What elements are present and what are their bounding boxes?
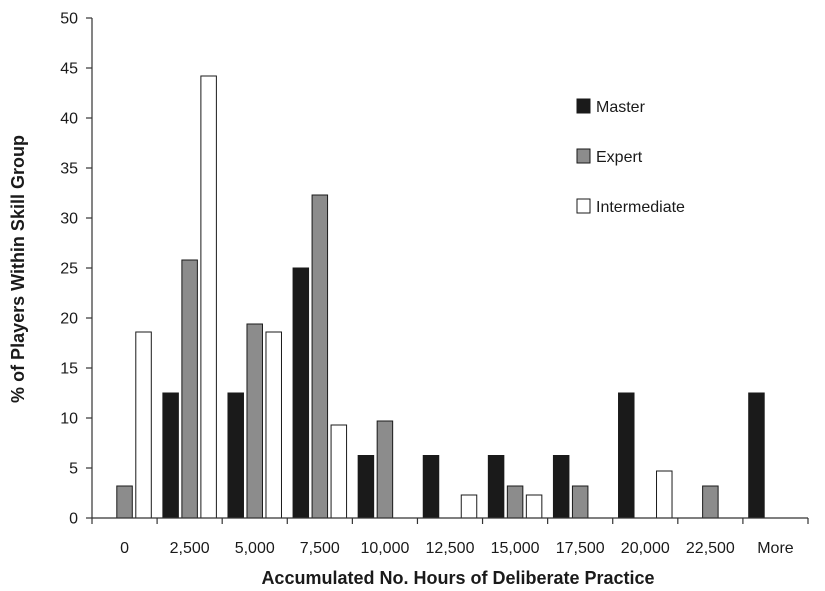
y-tick-label: 0 [69, 511, 78, 528]
bar-master-7 [552, 455, 570, 519]
x-tick-label: More [757, 540, 794, 557]
x-tick-label: 2,500 [170, 540, 210, 557]
y-tick-label: 40 [60, 111, 78, 128]
x-tick-label: 22,500 [686, 540, 735, 557]
bar-intermediate-8 [656, 470, 673, 519]
x-tick-label: 20,000 [621, 540, 670, 557]
y-tick-label: 15 [60, 361, 78, 378]
bar-expert-6 [506, 485, 524, 519]
y-tick-label: 35 [60, 161, 78, 178]
legend-label-master: Master [596, 99, 646, 116]
bar-master-1 [162, 392, 179, 519]
y-axis-title: % of Players Within Skill Group [8, 135, 28, 403]
bar-master-8 [618, 392, 635, 519]
bar-intermediate-3 [330, 424, 348, 519]
y-ticks: 0 5 10 15 20 25 30 35 40 45 50 [60, 11, 92, 528]
x-tick-label: 0 [120, 540, 129, 557]
bar-intermediate-0 [135, 331, 152, 519]
bar-expert-0 [116, 485, 133, 519]
bar-intermediate-5 [460, 494, 478, 519]
y-tick-label: 10 [60, 411, 78, 428]
x-tick-label: 5,000 [235, 540, 275, 557]
bar-master-2 [227, 392, 244, 519]
legend-swatch-intermediate [576, 198, 591, 214]
x-axis-title: Accumulated No. Hours of Deliberate Prac… [261, 568, 654, 588]
legend-label-expert: Expert [596, 149, 643, 166]
bar-intermediate-2 [265, 331, 282, 519]
x-tick-label: 7,500 [300, 540, 340, 557]
legend: Master Expert Intermediate [576, 98, 685, 216]
y-tick-label: 50 [60, 11, 78, 28]
y-tick-label: 5 [69, 461, 78, 478]
y-tick-label: 45 [60, 61, 78, 78]
legend-swatch-expert [576, 148, 591, 164]
x-tick-label: 15,000 [491, 540, 540, 557]
bar-master-5 [422, 455, 440, 519]
legend-label-intermediate: Intermediate [596, 199, 685, 216]
bar-intermediate-6 [525, 494, 543, 519]
bar-intermediate-1 [200, 75, 217, 519]
bar-master-4 [357, 455, 375, 519]
x-tick-label: 17,500 [556, 540, 605, 557]
x-tick-label: 10,000 [360, 540, 409, 557]
axes [91, 18, 808, 519]
legend-swatch-master [576, 98, 591, 114]
x-ticks: 0 2,500 5,000 7,500 10,000 12,500 15,000 17,500… [91, 518, 809, 557]
bar-master-6 [487, 455, 505, 519]
y-tick-label: 20 [60, 311, 78, 328]
bars [116, 75, 765, 519]
bar-expert-2 [246, 323, 263, 519]
bar-expert-9 [702, 485, 719, 519]
x-tick-label: 12,500 [426, 540, 475, 557]
y-tick-label: 30 [60, 211, 78, 228]
bar-master-10 [748, 392, 765, 519]
bar-master-3 [292, 267, 310, 519]
bar-expert-7 [571, 485, 589, 519]
bar-expert-4 [376, 420, 394, 519]
y-tick-label: 25 [60, 261, 78, 278]
bar-expert-3 [311, 194, 329, 519]
bar-expert-1 [181, 259, 198, 519]
